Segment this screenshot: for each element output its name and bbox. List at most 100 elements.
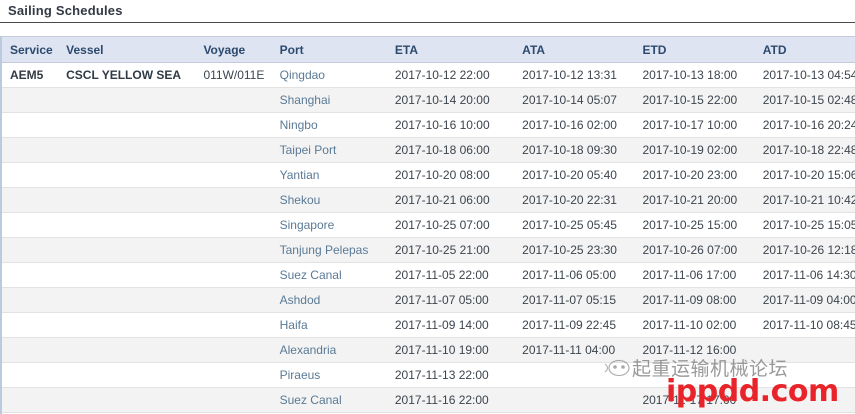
cell-atd — [754, 337, 855, 363]
table-row[interactable]: Suez Canal 2017-11-05 22:00 2017-11-06 05:… — [2, 262, 855, 288]
cell-ata — [514, 387, 635, 413]
column-header-vessel[interactable]: Vessel — [58, 36, 196, 63]
cell-voyage — [195, 237, 272, 263]
cell-atd: 2017-10-21 10:42 — [754, 187, 855, 213]
cell-port: Taipei Port — [271, 137, 387, 163]
cell-voyage — [195, 387, 272, 413]
cell-eta: 2017-10-12 22:00 — [386, 62, 515, 88]
cell-service — [2, 187, 59, 213]
table-row[interactable]: Ningbo 2017-10-16 10:00 2017-10-16 02:00 20… — [2, 112, 855, 138]
cell-port: Shanghai — [271, 87, 387, 113]
cell-eta: 2017-11-05 22:00 — [386, 262, 515, 288]
cell-ata: 2017-10-25 05:45 — [514, 212, 635, 238]
cell-vessel — [58, 262, 196, 288]
cell-vessel — [58, 312, 196, 338]
cell-port: Ashdod — [271, 287, 387, 313]
cell-voyage: 011W/011E — [195, 62, 272, 88]
cell-voyage — [195, 137, 272, 163]
cell-voyage — [195, 337, 272, 363]
cell-port: Alexandria — [271, 337, 387, 363]
cell-port: Haifa — [271, 312, 387, 338]
cell-ata: 2017-10-25 23:30 — [514, 237, 635, 263]
cell-etd: 2017-11-12 16:00 — [634, 337, 755, 363]
cell-etd: 2017-11-10 02:00 — [634, 312, 755, 338]
cell-eta: 2017-11-16 22:00 — [386, 387, 515, 413]
cell-service — [2, 387, 59, 413]
cell-ata: 2017-11-09 22:45 — [514, 312, 635, 338]
table-header: Service Vessel Voyage Port ETA ATA ETD A… — [2, 36, 855, 63]
cell-atd: 2017-11-06 14:30 — [754, 262, 855, 288]
column-header-port[interactable]: Port — [271, 36, 387, 63]
table-row[interactable]: Tanjung Pelepas 2017-10-25 21:00 2017-10-2… — [2, 237, 855, 263]
cell-port: Tanjung Pelepas — [271, 237, 387, 263]
cell-etd: 2017-10-13 18:00 — [634, 62, 755, 88]
cell-voyage — [195, 312, 272, 338]
cell-port: Singapore — [271, 212, 387, 238]
cell-etd: 2017-10-26 07:00 — [634, 237, 755, 263]
cell-ata — [514, 362, 635, 388]
cell-vessel — [58, 112, 196, 138]
table-row[interactable]: Yantian 2017-10-20 08:00 2017-10-20 05:40 2… — [2, 162, 855, 188]
table-row[interactable]: Singapore 2017-10-25 07:00 2017-10-25 05:4… — [2, 212, 855, 238]
cell-service — [2, 87, 59, 113]
cell-atd: 2017-10-13 04:54 — [754, 62, 855, 88]
cell-etd: 2017-10-17 10:00 — [634, 112, 755, 138]
cell-eta: 2017-11-13 22:00 — [386, 362, 515, 388]
cell-service — [2, 212, 59, 238]
cell-service — [2, 237, 59, 263]
column-header-service[interactable]: Service — [2, 36, 59, 63]
cell-eta: 2017-10-16 10:00 — [386, 112, 515, 138]
cell-eta: 2017-11-07 05:00 — [386, 287, 515, 313]
column-header-eta[interactable]: ETA — [386, 36, 515, 63]
table-body: AEM5 CSCL YELLOW SEA 011W/011E Qingdao 2017-… — [2, 62, 855, 413]
cell-etd: 2017-11-17 17:00 — [634, 387, 755, 413]
cell-etd: 2017-10-19 02:00 — [634, 137, 755, 163]
cell-vessel — [58, 387, 196, 413]
cell-atd: 2017-10-15 02:48 — [754, 87, 855, 113]
title-divider — [0, 22, 855, 23]
cell-atd: 2017-10-25 15:05 — [754, 212, 855, 238]
cell-ata: 2017-10-18 09:30 — [514, 137, 635, 163]
cell-service — [2, 287, 59, 313]
table-row[interactable]: Haifa 2017-11-09 14:00 2017-11-09 22:45 201… — [2, 312, 855, 338]
table-row[interactable]: Suez Canal 2017-11-16 22:00 2017-11-17 17:… — [2, 387, 855, 413]
cell-port: Suez Canal — [271, 387, 387, 413]
cell-service — [2, 162, 59, 188]
cell-port: Shekou — [271, 187, 387, 213]
table-row[interactable]: Piraeus 2017-11-13 22:00 — [2, 362, 855, 388]
table-row[interactable]: Ashdod 2017-11-07 05:00 2017-11-07 05:15 20… — [2, 287, 855, 313]
table-row[interactable]: Alexandria 2017-11-10 19:00 2017-11-11 04:… — [2, 337, 855, 363]
table-row[interactable]: Shanghai 2017-10-14 20:00 2017-10-14 05:07… — [2, 87, 855, 113]
cell-service — [2, 262, 59, 288]
cell-vessel — [58, 287, 196, 313]
cell-port: Qingdao — [271, 62, 387, 88]
cell-eta: 2017-10-25 07:00 — [386, 212, 515, 238]
cell-ata: 2017-11-06 05:00 — [514, 262, 635, 288]
cell-port: Yantian — [271, 162, 387, 188]
cell-vessel — [58, 87, 196, 113]
table-header-row: Service Vessel Voyage Port ETA ATA ETD A… — [2, 36, 855, 63]
cell-etd: 2017-10-21 20:00 — [634, 187, 755, 213]
cell-vessel — [58, 137, 196, 163]
table-row[interactable]: Shekou 2017-10-21 06:00 2017-10-20 22:31 20… — [2, 187, 855, 213]
cell-etd — [634, 362, 755, 388]
cell-eta: 2017-11-10 19:00 — [386, 337, 515, 363]
cell-service — [2, 312, 59, 338]
cell-eta: 2017-10-14 20:00 — [386, 87, 515, 113]
table-row[interactable]: Taipei Port 2017-10-18 06:00 2017-10-18 09… — [2, 137, 855, 163]
column-header-voyage[interactable]: Voyage — [195, 36, 272, 63]
cell-ata: 2017-10-16 02:00 — [514, 112, 635, 138]
cell-ata: 2017-10-20 05:40 — [514, 162, 635, 188]
cell-vessel — [58, 362, 196, 388]
table-row[interactable]: AEM5 CSCL YELLOW SEA 011W/011E Qingdao 2017-… — [2, 62, 855, 88]
column-header-atd[interactable]: ATD — [754, 36, 855, 63]
cell-ata: 2017-11-11 04:00 — [514, 337, 635, 363]
cell-eta: 2017-10-20 08:00 — [386, 162, 515, 188]
cell-voyage — [195, 262, 272, 288]
cell-atd: 2017-10-20 15:06 — [754, 162, 855, 188]
cell-ata: 2017-10-12 13:31 — [514, 62, 635, 88]
column-header-ata[interactable]: ATA — [514, 36, 635, 63]
cell-vessel — [58, 212, 196, 238]
cell-etd: 2017-11-06 17:00 — [634, 262, 755, 288]
column-header-etd[interactable]: ETD — [634, 36, 755, 63]
